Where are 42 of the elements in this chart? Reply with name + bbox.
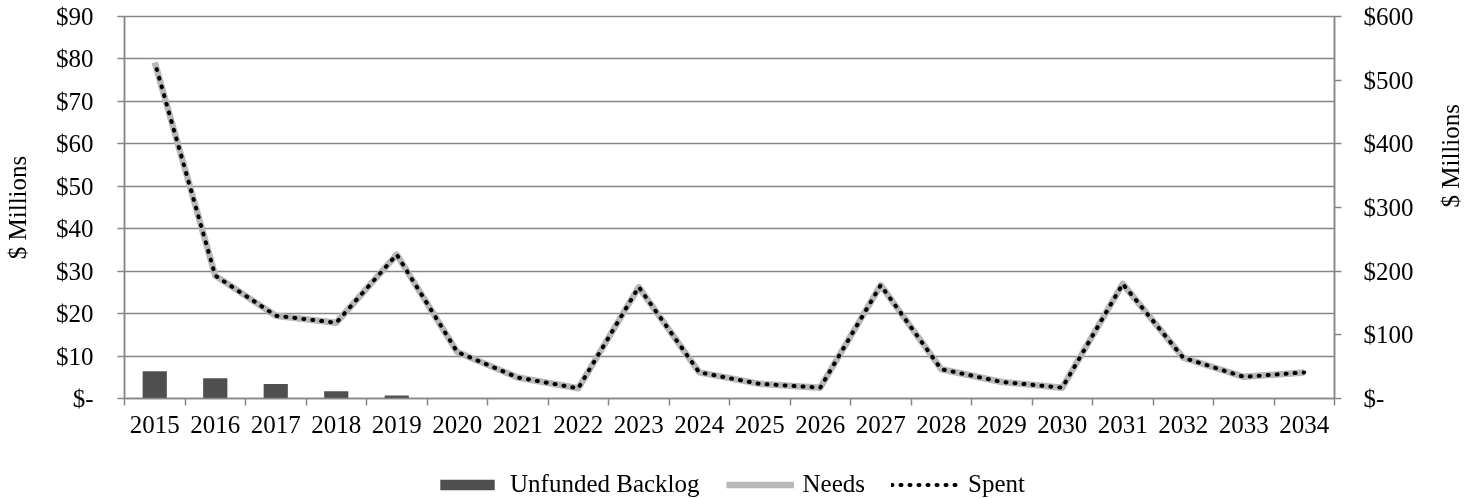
x-tick-label: 2031 <box>1097 410 1148 438</box>
x-tick-label: 2019 <box>371 410 422 438</box>
y2-tick-label: $400 <box>1363 130 1414 158</box>
x-tick-label: 2032 <box>1158 410 1209 438</box>
x-tick-label: 2030 <box>1037 410 1088 438</box>
x-tick-label: 2018 <box>311 410 362 438</box>
legend-label: Unfunded Backlog <box>510 470 700 498</box>
y2-tick-label: $200 <box>1363 257 1414 285</box>
x-tick-label: 2027 <box>855 410 906 438</box>
x-tick-label: 2029 <box>976 410 1027 438</box>
x-tick-label: 2033 <box>1218 410 1269 438</box>
x-tick-label: 2020 <box>432 410 483 438</box>
y2-tick-label: $- <box>1363 385 1385 412</box>
y2-tick-label: $500 <box>1363 66 1414 94</box>
y-tick-label: $10 <box>56 342 94 370</box>
x-tick-label: 2034 <box>1279 410 1330 438</box>
x-tick-label: 2023 <box>613 410 664 438</box>
legend-label: Needs <box>802 470 866 498</box>
y2-tick-label: $100 <box>1363 321 1414 349</box>
y-tick-label: $- <box>72 385 94 412</box>
x-tick-label: 2024 <box>674 410 725 438</box>
y2-tick-label: $600 <box>1363 3 1414 30</box>
x-tick-label: 2025 <box>734 410 785 438</box>
y-axis-title: $ Millions <box>4 155 31 260</box>
y2-tick-label: $300 <box>1363 194 1414 221</box>
x-tick-label: 2022 <box>553 410 604 438</box>
y-tick-label: $20 <box>56 300 94 328</box>
y-tick-label: $60 <box>56 130 94 158</box>
y-tick-label: $40 <box>56 215 94 243</box>
x-tick-label: 2016 <box>190 410 241 438</box>
x-tick-label: 2028 <box>916 410 967 438</box>
y-tick-label: $50 <box>56 172 94 200</box>
legend-label: Spent <box>968 470 1025 498</box>
y-tick-label: $80 <box>56 45 94 73</box>
y-tick-label: $90 <box>56 3 94 30</box>
x-tick-label: 2015 <box>129 410 180 438</box>
x-tick-label: 2026 <box>795 410 846 438</box>
y2-axis-title: $ Millions <box>1437 104 1464 208</box>
x-tick-label: 2017 <box>250 410 301 438</box>
x-tick-label: 2021 <box>492 410 543 438</box>
y-tick-label: $30 <box>56 257 94 285</box>
y-tick-label: $70 <box>56 87 94 115</box>
